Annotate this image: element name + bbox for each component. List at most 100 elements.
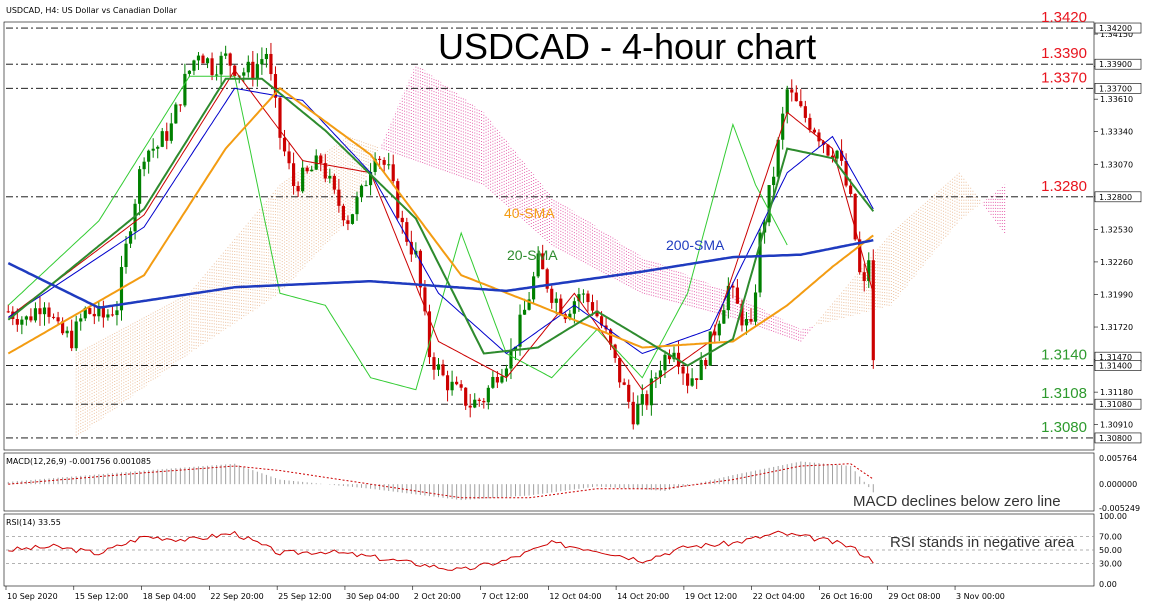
price-box (1094, 360, 1142, 371)
price-tick-label: 1.31180 (1100, 388, 1133, 397)
price-tick-label: 1.33340 (1100, 128, 1133, 137)
candle-body (38, 308, 42, 315)
candle-body (699, 360, 703, 380)
candle-body (477, 399, 481, 401)
candle-body (332, 175, 336, 190)
level-label: 1.3140 (1041, 347, 1087, 364)
candle-body (56, 317, 60, 322)
candle-body (296, 185, 300, 192)
candle-body (636, 404, 640, 425)
candle-body (803, 106, 807, 118)
candle-body (291, 163, 296, 186)
level-label: 1.3108 (1041, 385, 1087, 402)
candle-body (518, 314, 522, 347)
candle-body (33, 308, 38, 321)
candle-body (631, 401, 635, 425)
candle-body (767, 185, 771, 223)
candle-body (690, 378, 694, 386)
price-box (1094, 398, 1142, 410)
x-axis-label: 22 Oct 04:00 (753, 592, 805, 601)
sma40-label: 40-SMA (504, 205, 555, 221)
price-box-label: 1.33900 (1099, 60, 1132, 69)
x-axis-label: 26 Oct 16:00 (820, 592, 872, 601)
candle-body (559, 298, 563, 315)
price-box (1094, 432, 1142, 444)
candle-body (486, 387, 490, 403)
candle-body (450, 381, 454, 391)
rsi-axis-label: 30.00 (1099, 560, 1122, 569)
candle-body (160, 131, 164, 147)
candle-body (441, 364, 445, 376)
candle-body (359, 185, 364, 198)
candle-body (74, 321, 78, 349)
macd-signal-line (8, 463, 874, 499)
candle-body (722, 310, 726, 324)
level-label: 1.3390 (1041, 45, 1087, 62)
axes: 1.341501.338801.336101.333401.330701.328… (5, 22, 1142, 601)
candle-body (545, 269, 549, 289)
candle-body (550, 288, 554, 303)
candle-body (853, 193, 857, 240)
candle-body (663, 354, 667, 371)
candle-body (595, 310, 599, 317)
candle-body (287, 151, 291, 164)
price-box (1094, 58, 1142, 70)
candle-body (282, 137, 287, 152)
candle-body (15, 319, 19, 325)
rsi-axis-label: 70.00 (1099, 532, 1122, 541)
candle-body (826, 144, 830, 156)
price-box-label: 1.30800 (1099, 434, 1132, 443)
tenkan-line (7, 69, 874, 391)
sma200-line (7, 238, 874, 309)
price-box (1094, 22, 1142, 34)
candle-body (554, 298, 558, 303)
candle-body (70, 330, 74, 349)
candle-body (695, 378, 699, 380)
candle-body (382, 159, 386, 165)
chikou-line (7, 75, 788, 391)
price-box (1094, 191, 1142, 203)
candle-body (704, 360, 708, 366)
candle-body (744, 319, 749, 326)
x-axis-label: 30 Sep 04:00 (346, 592, 399, 601)
candle-body (713, 331, 717, 336)
candle-body (147, 150, 151, 162)
sma200-label: 200-SMA (666, 237, 725, 253)
price-panel (3, 21, 1095, 451)
candle-body (541, 253, 545, 270)
candle-body (527, 299, 531, 310)
candle-body (871, 260, 875, 361)
level-label: 1.3370 (1041, 69, 1087, 86)
price-box-label: 1.31470 (1099, 353, 1132, 362)
candle-body (47, 307, 51, 317)
rsi-header: RSI(14) 33.55 (6, 518, 61, 527)
candle-body (436, 364, 441, 370)
candle-body (423, 287, 427, 312)
candle-body (464, 387, 468, 406)
candle-body (400, 217, 404, 223)
candle-body (242, 72, 246, 76)
candle-body (726, 285, 730, 311)
candle-body (491, 376, 495, 388)
candle-body (378, 158, 382, 160)
candle-body (323, 163, 327, 179)
x-axis-label: 10 Sep 2020 (7, 592, 58, 601)
candle-body (396, 181, 400, 218)
candle-body (337, 189, 341, 206)
candle-body (504, 368, 509, 377)
candle-body (196, 55, 201, 61)
candle-body (391, 164, 395, 182)
candle-body (862, 272, 866, 281)
candle-body (314, 155, 318, 170)
candle-body (568, 313, 572, 320)
candle-body (599, 316, 604, 326)
candle-body (224, 53, 228, 56)
candle-body (301, 167, 305, 192)
candle-body (51, 316, 56, 318)
candle-body (169, 123, 173, 141)
candle-body (749, 319, 753, 322)
candle-body (219, 55, 223, 75)
candle-body (264, 53, 268, 60)
level-label: 1.3080 (1041, 419, 1087, 436)
candle-body (142, 161, 146, 170)
